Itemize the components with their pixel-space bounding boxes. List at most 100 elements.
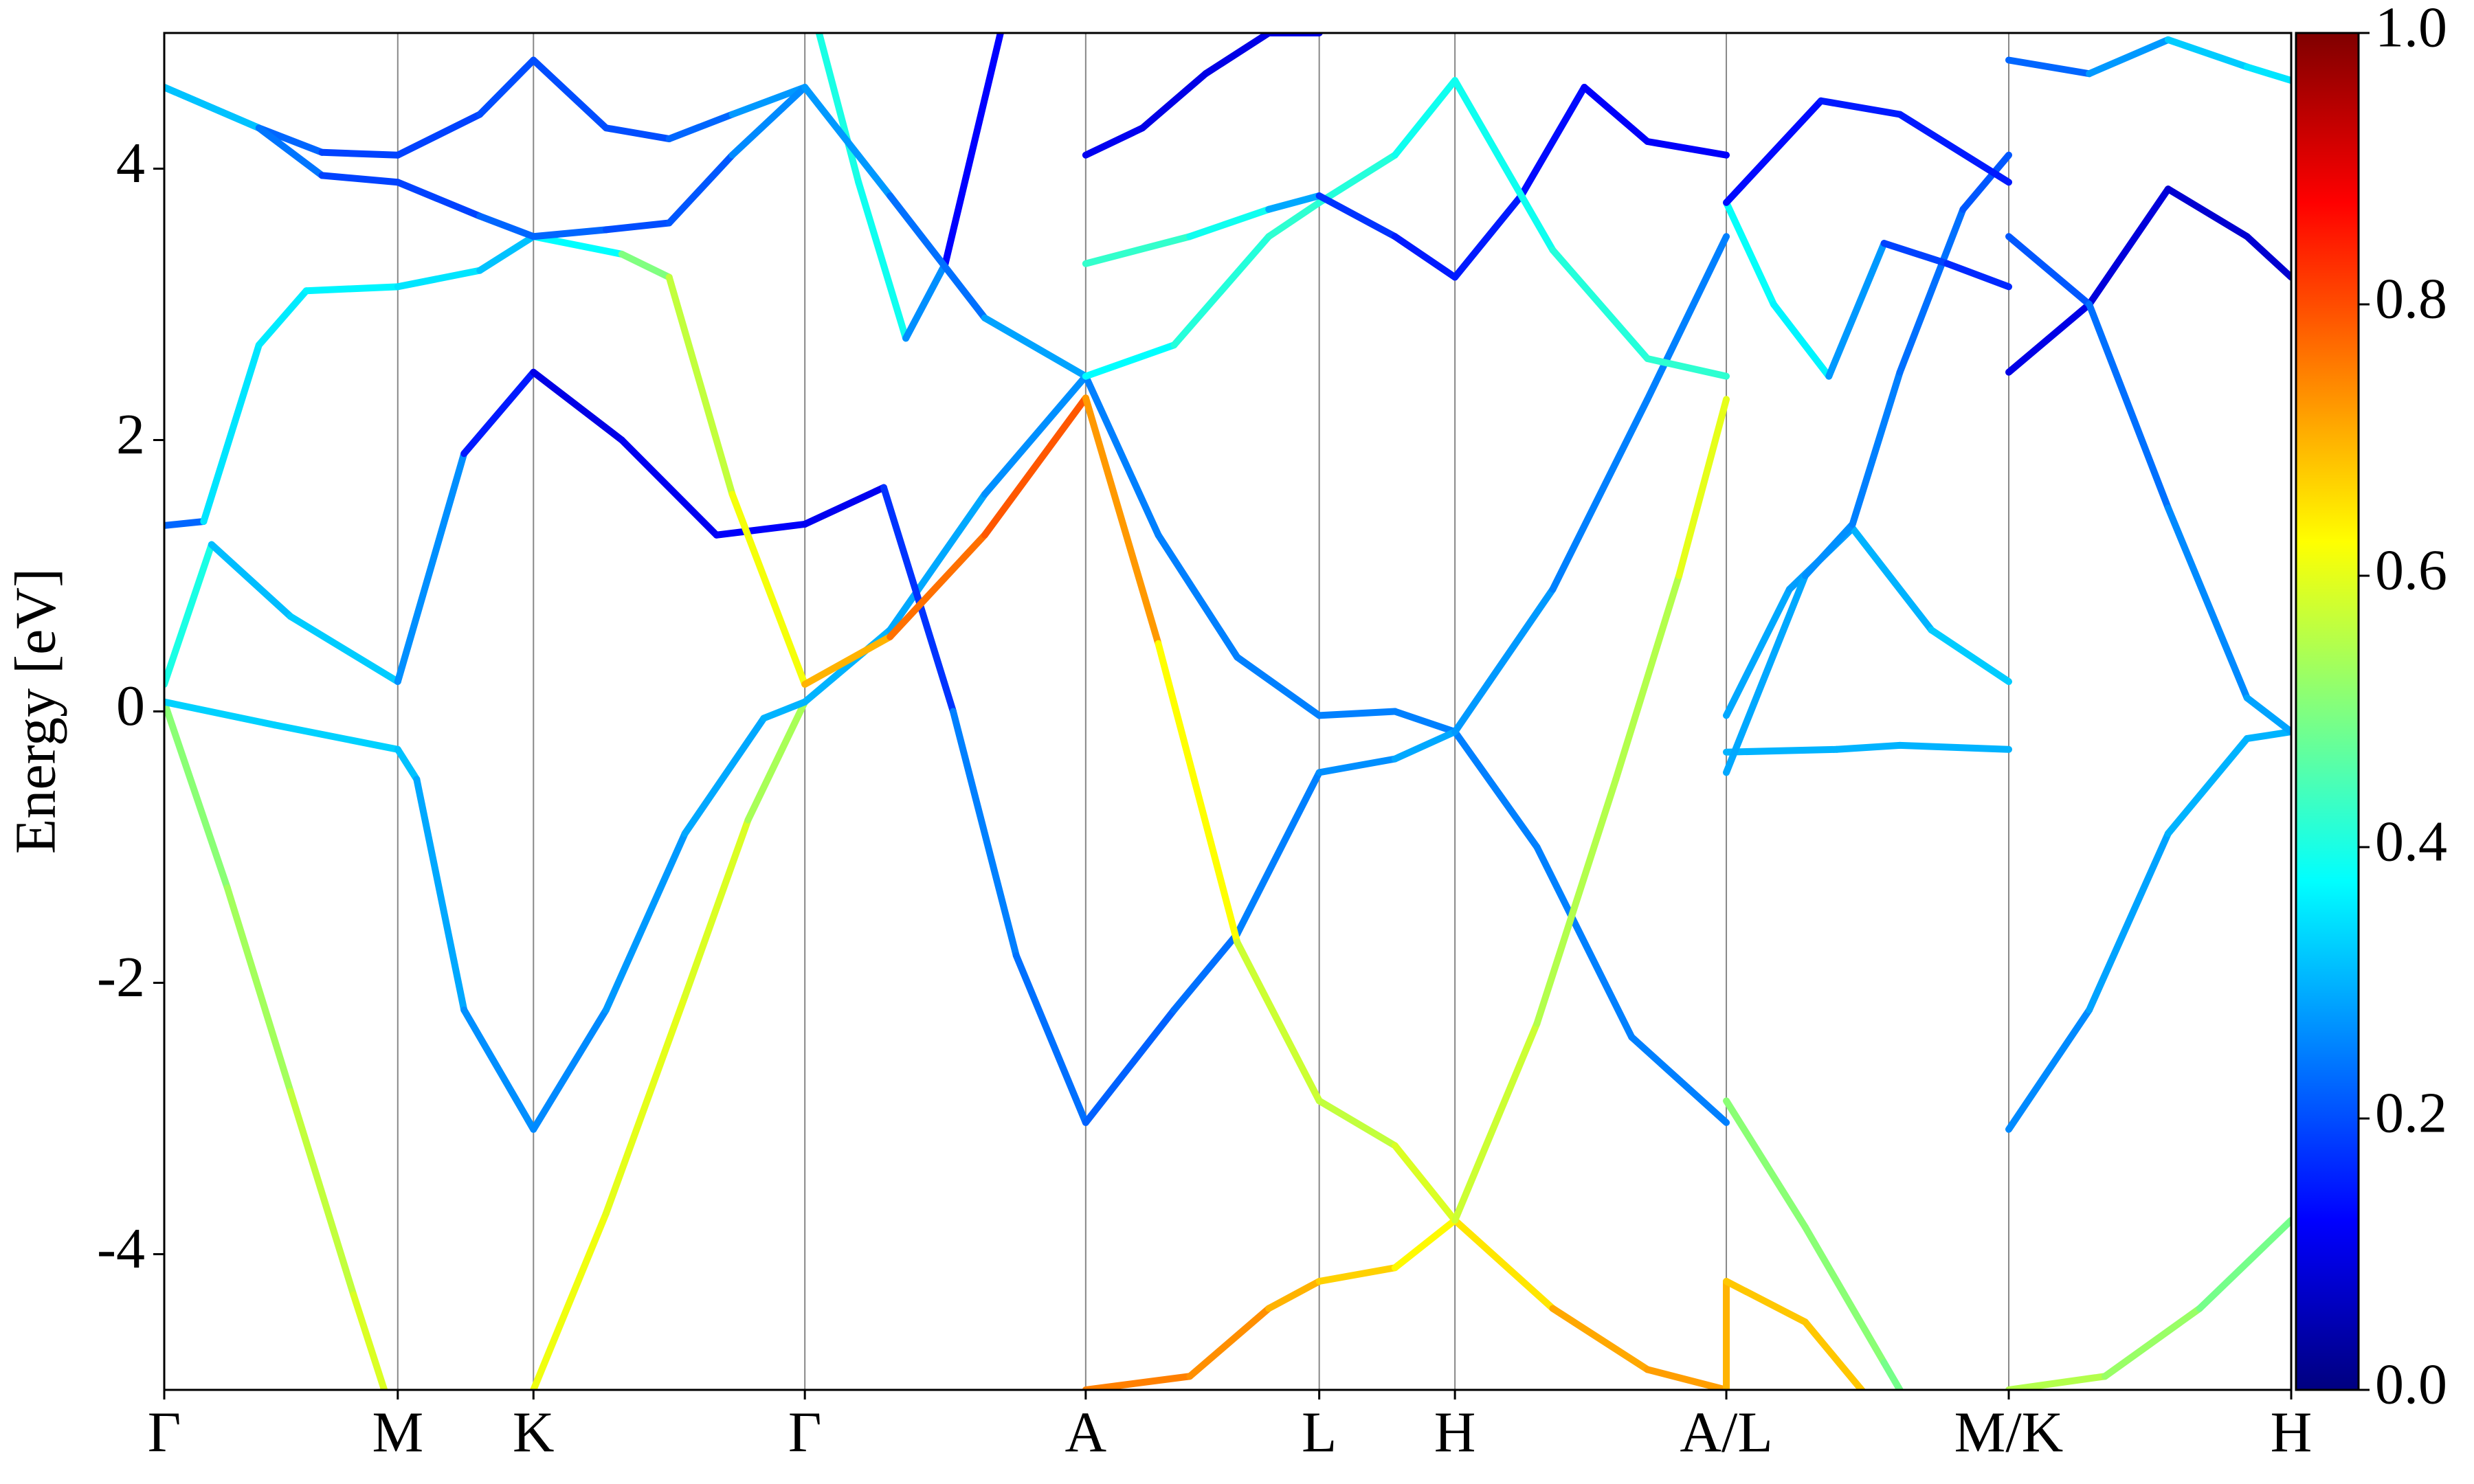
band-segment [1170,930,1241,1013]
band-segment [1391,1217,1459,1272]
band-segment [2196,1217,2291,1312]
colorbar-tick-label: 0.0 [2375,1352,2447,1416]
band-segment [413,776,468,1013]
band-segment [728,84,809,118]
band-segment [2243,233,2291,281]
band-segment [1451,192,1525,281]
y-tick-label: -4 [97,1217,145,1281]
band-segment [665,111,736,143]
band-segment [394,179,484,220]
band-segment [2005,56,2093,78]
band-segment [530,226,610,240]
band-segment [2164,186,2251,240]
band-segment [801,484,887,528]
band-segment [1315,1097,1398,1149]
y-tick-label: 0 [116,674,145,738]
band-segment [801,84,894,199]
x-tick-label: L [1302,1400,1337,1464]
band-segment [2005,301,2093,376]
band-segment [2243,728,2291,742]
band-segment [1315,708,1398,719]
band-segment [2086,36,2172,78]
colorbar-tick-label: 1.0 [2375,0,2447,59]
band-segment [1391,233,1459,281]
band-segment [728,84,809,159]
band-segment [2086,186,2172,308]
band-segment [302,283,401,295]
band-segment [2005,1373,2109,1390]
band-segment [1315,755,1398,776]
x-tick-label: H [1434,1400,1476,1464]
band-segment [1943,260,2013,291]
band-segment [801,633,894,688]
band-segment [2086,830,2172,1013]
band-segment [1139,70,1210,132]
band-segment [1451,585,1557,736]
band-segment [1082,124,1146,159]
band-segment [1391,728,1459,763]
band-segment [941,33,1004,267]
band-segment [981,314,1089,380]
band-segment [1928,627,2013,686]
colorbar-tick-label: 0.6 [2375,538,2447,602]
band-segment [618,250,673,281]
band-segment [681,715,768,837]
band-segment [2005,233,2093,308]
band-segment [602,219,673,234]
band-segment [887,192,988,322]
band-segment [1234,938,1323,1105]
band-segment [2005,1007,2093,1133]
band-segment [2243,63,2291,85]
band-segment [1170,233,1273,349]
band-segment [1612,572,1683,783]
band-segment [1896,741,2013,753]
band-segment [530,368,625,444]
band-segment [394,267,484,291]
band-segment [1315,192,1398,240]
x-tick-label: H [2271,1400,2313,1464]
band-segment [460,368,537,458]
x-tick-label: Γ [788,1400,822,1464]
x-tick-label: M/K [1954,1400,2064,1464]
band-segment [902,260,949,342]
band-segment [476,233,537,274]
band-segment [1533,776,1620,1027]
band-segment [602,993,689,1217]
band-segment [1723,97,1825,206]
band-segment [665,273,736,498]
colorbar-tick-label: 0.2 [2375,1081,2447,1145]
band-segment [1082,372,1162,539]
band-segment [880,484,957,715]
band-segment [1644,355,1730,380]
band-segment [1896,111,2013,186]
band-segment [1315,151,1398,206]
band-segment [1234,653,1323,719]
band-segment [728,491,809,688]
band-segment [760,698,809,722]
band-segment [2243,694,2291,736]
x-tick-label: M [372,1400,423,1464]
band-segment [1082,1007,1178,1126]
band-segment [681,816,752,1000]
band-segment [530,1210,610,1390]
band-segment [815,33,862,186]
band-segment [1833,741,1904,753]
band-segment [530,1007,610,1133]
colorbar-tick-label: 0.8 [2375,267,2447,330]
band-segment [1825,240,1888,380]
band-segment [1628,1033,1730,1126]
band-segment [394,111,484,159]
band-segment [164,518,208,529]
band-segment [1391,77,1459,159]
band-segment [350,1291,388,1390]
band-segment [255,124,326,179]
band-segment [164,541,215,688]
band-segment [1451,77,1557,254]
band-segment [394,450,468,686]
band-segment [1315,1264,1398,1285]
x-tick-label: A/L [1680,1400,1772,1464]
band-segment [164,84,263,132]
band-segment [1082,394,1162,647]
colorbar-tick-label: 0.4 [2375,809,2447,873]
